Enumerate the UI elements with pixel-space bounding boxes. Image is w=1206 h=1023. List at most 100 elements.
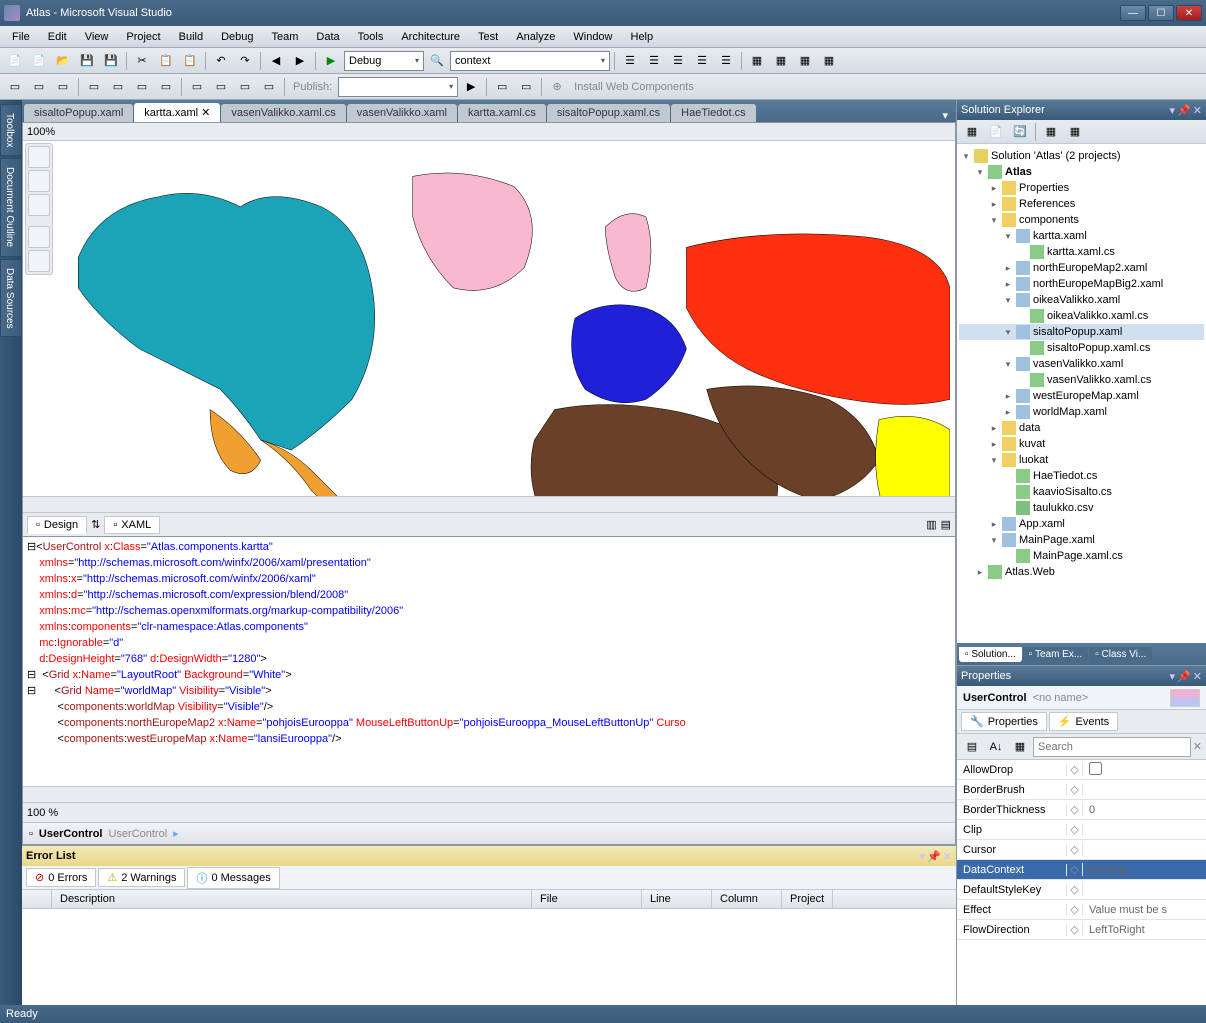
props-az-icon[interactable]: A↓	[985, 736, 1007, 758]
tree-item[interactable]: HaeTiedot.cs	[959, 468, 1204, 484]
tb2-m[interactable]: ▭	[515, 76, 537, 98]
tree-item[interactable]: ▾MainPage.xaml	[959, 532, 1204, 548]
tree-item[interactable]: ▾vasenValikko.xaml	[959, 356, 1204, 372]
split-v-icon[interactable]: ▤	[941, 518, 951, 531]
tree-item[interactable]: ▾luokat	[959, 452, 1204, 468]
sidebar-tab-data-sources[interactable]: Data Sources	[0, 259, 22, 338]
xaml-editor[interactable]: ⊟<UserControl x:Class="Atlas.components.…	[23, 536, 955, 786]
cut-button[interactable]: ✂	[131, 50, 153, 72]
expand-icon[interactable]: ▸	[1003, 279, 1013, 290]
start-button[interactable]: ▶	[320, 50, 342, 72]
menu-project[interactable]: Project	[118, 29, 168, 45]
property-row[interactable]: DataContext◇Binding...	[957, 860, 1206, 880]
menu-team[interactable]: Team	[264, 29, 307, 45]
se-tool-5[interactable]: ▦	[1064, 121, 1086, 143]
menu-test[interactable]: Test	[470, 29, 506, 45]
tb2-i[interactable]: ▭	[210, 76, 232, 98]
tb-a[interactable]: ☰	[619, 50, 641, 72]
split-h-icon[interactable]: ▥	[926, 518, 936, 531]
props-cat-icon[interactable]: ▤	[961, 736, 983, 758]
expand-icon[interactable]: ▾	[989, 215, 999, 226]
tree-item[interactable]: sisaltoPopup.xaml.cs	[959, 340, 1204, 356]
events-tab[interactable]: ⚡ Events	[1049, 712, 1118, 731]
panel-tab[interactable]: ▫ Team Ex...	[1023, 647, 1088, 662]
error-col-icon[interactable]	[22, 890, 52, 908]
tree-item[interactable]: ▾oikeaValikko.xaml	[959, 292, 1204, 308]
doc-tab[interactable]: vasenValikko.xaml	[347, 104, 457, 122]
close-button[interactable]: ✕	[1176, 5, 1202, 21]
tb2-g[interactable]: ▭	[155, 76, 177, 98]
error-table[interactable]: DescriptionFileLineColumnProject	[22, 890, 956, 1005]
error-pin-icon[interactable]: 📌	[927, 850, 941, 863]
expand-icon[interactable]: ▾	[989, 535, 999, 546]
tree-item[interactable]: ▸Atlas.Web	[959, 564, 1204, 580]
expand-icon[interactable]: ▾	[975, 167, 985, 178]
props-search-clear-icon[interactable]: ✕	[1193, 740, 1202, 753]
code-zoom[interactable]: 100 %	[27, 807, 58, 819]
tree-item[interactable]: ▸kuvat	[959, 436, 1204, 452]
error-col-description[interactable]: Description	[52, 890, 532, 908]
swap-views[interactable]: ⇅	[91, 518, 100, 531]
menu-architecture[interactable]: Architecture	[393, 29, 468, 45]
tb2-h[interactable]: ▭	[186, 76, 208, 98]
panel-tab[interactable]: ▫ Class Vi...	[1089, 647, 1152, 662]
nav-fwd-button[interactable]: ▶	[289, 50, 311, 72]
canvas-tool-2[interactable]	[28, 170, 50, 192]
property-row[interactable]: BorderThickness◇0	[957, 800, 1206, 820]
paste-button[interactable]: 📋	[179, 50, 201, 72]
expand-icon[interactable]: ▸	[975, 567, 985, 578]
error-col-column[interactable]: Column	[712, 890, 782, 908]
error-col-file[interactable]: File	[532, 890, 642, 908]
maximize-button[interactable]: ☐	[1148, 5, 1174, 21]
code-hscroll[interactable]	[23, 786, 955, 802]
tree-item[interactable]: ▸App.xaml	[959, 516, 1204, 532]
se-dropdown-icon[interactable]: ▾	[1170, 104, 1176, 117]
property-row[interactable]: Cursor◇	[957, 840, 1206, 860]
tree-item[interactable]: MainPage.xaml.cs	[959, 548, 1204, 564]
expand-icon[interactable]: ▸	[989, 199, 999, 210]
canvas-tool-4[interactable]	[28, 226, 50, 248]
props-pin-icon[interactable]: 📌	[1177, 670, 1191, 683]
props-close-icon[interactable]: ✕	[1193, 670, 1202, 683]
property-row[interactable]: Effect◇Value must be s	[957, 900, 1206, 920]
tree-item[interactable]: taulukko.csv	[959, 500, 1204, 516]
xaml-tab[interactable]: ▫ XAML	[104, 516, 160, 534]
designer-hscroll[interactable]	[23, 496, 955, 512]
menu-data[interactable]: Data	[308, 29, 347, 45]
tb2-d[interactable]: ▭	[83, 76, 105, 98]
config-combo[interactable]: Debug	[344, 51, 424, 71]
sidebar-tab-document-outline[interactable]: Document Outline	[0, 158, 22, 256]
expand-icon[interactable]: ▾	[989, 455, 999, 466]
expand-icon[interactable]: ▸	[989, 183, 999, 194]
tb-b[interactable]: ☰	[643, 50, 665, 72]
zoom-level[interactable]: 100%	[27, 126, 55, 138]
se-pin-icon[interactable]: 📌	[1177, 104, 1191, 117]
se-tool-2[interactable]: 📄	[985, 121, 1007, 143]
error-col-line[interactable]: Line	[642, 890, 712, 908]
breadcrumb-b[interactable]: UserControl	[108, 828, 167, 840]
tree-item[interactable]: vasenValikko.xaml.cs	[959, 372, 1204, 388]
solution-tree[interactable]: ▾Solution 'Atlas' (2 projects)▾Atlas▸Pro…	[957, 144, 1206, 643]
expand-icon[interactable]: ▾	[961, 151, 971, 162]
props-group-icon[interactable]: ▦	[1009, 736, 1031, 758]
props-search-input[interactable]	[1033, 737, 1191, 757]
menu-debug[interactable]: Debug	[213, 29, 261, 45]
expand-icon[interactable]: ▸	[989, 519, 999, 530]
tb2-e[interactable]: ▭	[107, 76, 129, 98]
tb2-a[interactable]: ▭	[4, 76, 26, 98]
doc-tab[interactable]: HaeTiedot.cs	[671, 104, 755, 122]
minimize-button[interactable]: —	[1120, 5, 1146, 21]
property-row[interactable]: AllowDrop◇	[957, 760, 1206, 780]
publish-combo[interactable]	[338, 77, 458, 97]
property-row[interactable]: DefaultStyleKey◇	[957, 880, 1206, 900]
menu-file[interactable]: File	[4, 29, 38, 45]
install-label[interactable]: Install Web Components	[570, 81, 698, 93]
doc-tab[interactable]: sisaltoPopup.xaml	[24, 104, 133, 122]
doc-tab[interactable]: vasenValikko.xaml.cs	[221, 104, 345, 122]
new-project-button[interactable]: 📄	[4, 50, 26, 72]
se-tool-1[interactable]: ▦	[961, 121, 983, 143]
property-row[interactable]: BorderBrush◇	[957, 780, 1206, 800]
publish-btn[interactable]: ▶	[460, 76, 482, 98]
tb2-k[interactable]: ▭	[258, 76, 280, 98]
canvas-tool-1[interactable]	[28, 146, 50, 168]
